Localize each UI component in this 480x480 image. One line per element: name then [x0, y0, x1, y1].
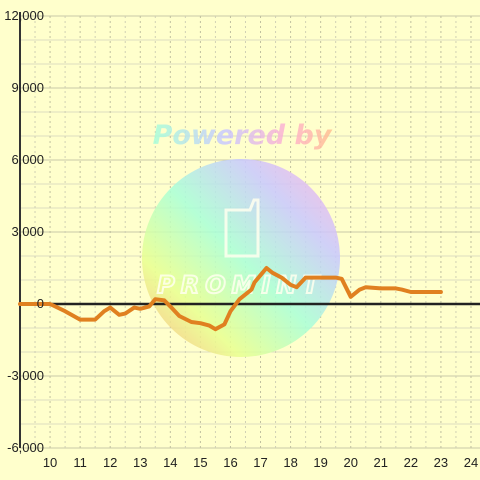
x-tick-label: 23: [434, 455, 448, 470]
x-tick-label: 10: [43, 455, 57, 470]
y-tick-label: 3,000: [11, 224, 44, 239]
watermark-text: Powered by: [153, 120, 333, 151]
y-tick-label: -3,000: [7, 368, 44, 383]
x-tick-label: 15: [193, 455, 207, 470]
x-tick-label: 19: [313, 455, 327, 470]
x-tick-label: 12: [103, 455, 117, 470]
y-tick-label: -6,000: [7, 440, 44, 455]
x-tick-label: 18: [283, 455, 297, 470]
watermark-logo-icon: [224, 198, 260, 258]
x-tick-label: 21: [374, 455, 388, 470]
y-tick-label: 0: [37, 296, 44, 311]
series-line: [18, 266, 443, 332]
x-tick-label: 17: [253, 455, 267, 470]
watermark-logo-circle: [142, 159, 340, 357]
tick-labels: -6,000 -3,000 0 3,000 6,000 9,000 12,000 10 11 12…: [4, 8, 478, 470]
x-tick-label: 22: [404, 455, 418, 470]
x-tick-label: 13: [133, 455, 147, 470]
y-tick-label: 6,000: [11, 152, 44, 167]
axes: [19, 12, 480, 448]
series-lines: [18, 266, 443, 332]
y-tick-label: 12,000: [4, 8, 44, 23]
x-tick-label: 11: [73, 455, 87, 470]
x-tick-label: 14: [163, 455, 177, 470]
x-tick-label: 16: [223, 455, 237, 470]
powered-by-watermark: Powered by PROMINT: [142, 120, 340, 357]
y-tick-label: 9,000: [11, 80, 44, 95]
x-tick-label: 20: [343, 455, 357, 470]
x-tick-label: 24: [464, 455, 478, 470]
